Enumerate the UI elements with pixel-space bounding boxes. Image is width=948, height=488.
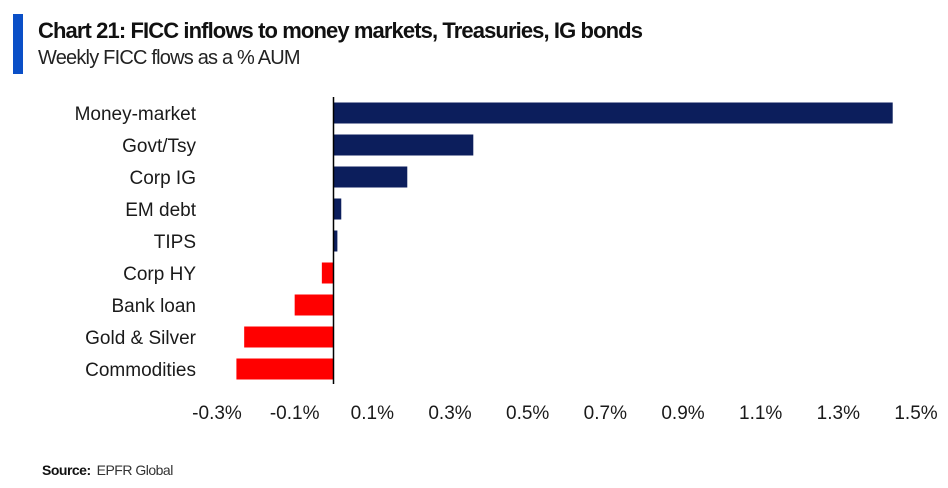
category-label: Money-market xyxy=(75,104,197,125)
category-label: Corp IG xyxy=(129,168,196,189)
bar-em-debt xyxy=(333,198,342,220)
source-value: EPFR Global xyxy=(96,462,174,478)
source-note: Source: EPFR Global xyxy=(42,462,173,478)
bar-money-market xyxy=(333,102,893,124)
category-label: Bank loan xyxy=(111,296,196,317)
x-tick-label: -0.3% xyxy=(192,403,242,424)
bar-corp-ig xyxy=(333,166,408,188)
bar-gold-silver xyxy=(244,326,334,348)
category-label: Corp HY xyxy=(123,264,196,285)
x-tick-label: 0.7% xyxy=(584,403,627,424)
chart-subtitle: Weekly FICC flows as a % AUM xyxy=(38,47,301,69)
x-tick-labels: -0.3% -0.1% 0.1% 0.3% 0.5% 0.7% 0.9% 1.1% 1.3% 1.… xyxy=(192,403,938,424)
category-label: Commodities xyxy=(85,360,196,381)
x-tick-label: 0.9% xyxy=(661,403,704,424)
x-tick-label: -0.1% xyxy=(270,403,320,424)
category-label: TIPS xyxy=(154,232,196,253)
source-label: Source: xyxy=(42,462,91,478)
category-labels: Money-market Govt/Tsy Corp IG EM debt TIPS Co… xyxy=(75,104,197,381)
category-label: EM debt xyxy=(125,200,196,221)
title-accent-bar xyxy=(13,14,23,74)
bar-bank-loan xyxy=(294,294,334,316)
bar-tips xyxy=(333,230,338,252)
x-tick-label: 1.5% xyxy=(894,403,937,424)
x-tick-label: 1.3% xyxy=(817,403,860,424)
category-label: Govt/Tsy xyxy=(122,136,196,157)
bars-group xyxy=(236,102,893,380)
bar-corp-hy xyxy=(321,262,334,284)
chart-title: Chart 21: FICC inflows to money markets,… xyxy=(38,18,643,43)
x-tick-label: 0.1% xyxy=(351,403,394,424)
x-tick-label: 0.5% xyxy=(506,403,549,424)
bar-commodities xyxy=(236,358,334,380)
category-label: Gold & Silver xyxy=(85,328,197,349)
bar-govt-tsy xyxy=(333,134,474,156)
x-tick-label: 1.1% xyxy=(739,403,782,424)
x-tick-label: 0.3% xyxy=(428,403,471,424)
